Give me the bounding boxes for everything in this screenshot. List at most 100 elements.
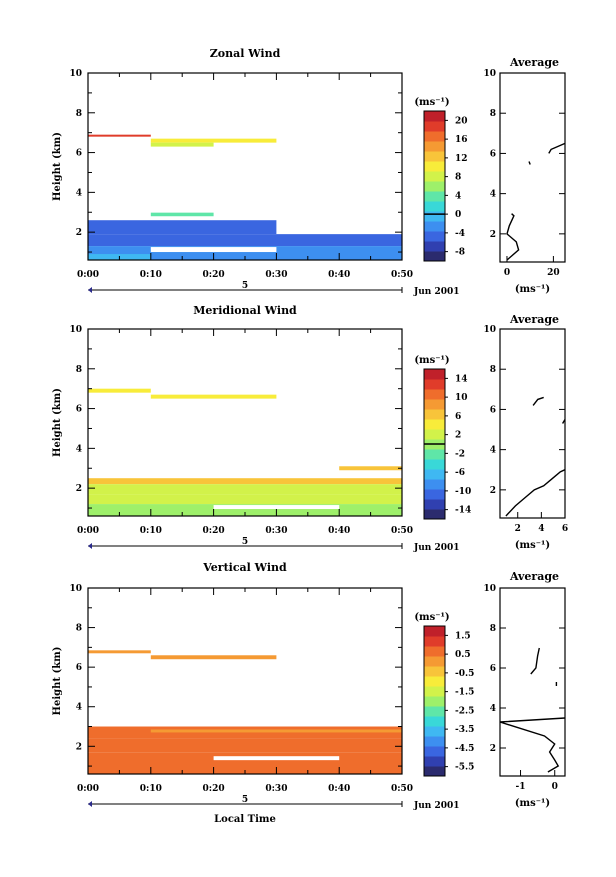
colorbar-segment bbox=[424, 419, 445, 430]
data-cell bbox=[88, 494, 402, 505]
colorbar-tick-label: 0.5 bbox=[455, 650, 471, 660]
x-axis-label: Local Time bbox=[214, 814, 276, 825]
colorbar-segment bbox=[424, 429, 445, 440]
average-profile-line bbox=[505, 469, 566, 517]
data-cell bbox=[88, 234, 402, 247]
colorbar-segment bbox=[424, 766, 445, 777]
data-gap bbox=[150, 247, 277, 253]
x-tick-label: 0:30 bbox=[265, 270, 287, 280]
colorbar-tick-label: 20 bbox=[455, 116, 468, 126]
y-tick-label: 2 bbox=[76, 742, 82, 752]
colorbar-segment bbox=[424, 646, 445, 657]
panel-1: Meridional Wind 2 4 6 8 10 0:00 0:10 0:20 0:30 0:4… bbox=[52, 304, 568, 553]
colorbar-segment bbox=[424, 141, 445, 152]
average-y-tick-label: 8 bbox=[490, 109, 496, 119]
average-y-tick-label: 2 bbox=[490, 744, 496, 754]
colorbar-segment bbox=[424, 696, 445, 707]
x-tick-label: 0:10 bbox=[140, 526, 162, 536]
colorbar-tick-label: 14 bbox=[455, 374, 468, 384]
colorbar-segment bbox=[424, 251, 445, 262]
y-tick-label: 2 bbox=[76, 228, 82, 238]
date-axis-marker bbox=[88, 801, 92, 807]
data-cell bbox=[88, 220, 277, 235]
colorbar-tick-label: -6 bbox=[455, 468, 465, 478]
colorbar-unit: (ms⁻¹) bbox=[414, 612, 449, 623]
y-tick-label: 6 bbox=[76, 149, 82, 159]
average-title: Average bbox=[509, 570, 559, 583]
colorbar-tick-label: -0.5 bbox=[455, 669, 474, 679]
x-tick-label: 0:00 bbox=[77, 784, 99, 794]
y-axis-label: Height (km) bbox=[52, 132, 63, 201]
colorbar-segment bbox=[424, 726, 445, 737]
average-y-tick-label: 8 bbox=[490, 365, 496, 375]
data-gap bbox=[213, 505, 340, 510]
x-tick-label: 0:40 bbox=[328, 784, 350, 794]
x-tick-label: 0:20 bbox=[203, 526, 225, 536]
y-tick-label: 8 bbox=[76, 109, 82, 119]
colorbar-segment bbox=[424, 181, 445, 192]
average-profile-line bbox=[499, 717, 566, 773]
colorbar-segment bbox=[424, 489, 445, 500]
colorbar-tick-label: -3.5 bbox=[455, 725, 474, 735]
average-y-tick-label: 6 bbox=[490, 149, 496, 159]
colorbar-segment bbox=[424, 191, 445, 202]
data-gap bbox=[213, 756, 340, 761]
colorbar-tick-label: 2 bbox=[455, 431, 461, 441]
colorbar-segment bbox=[424, 459, 445, 470]
average-x-tick-label: 6 bbox=[562, 524, 568, 534]
data-cell bbox=[88, 484, 402, 495]
colorbar-segment bbox=[424, 756, 445, 767]
colorbar-tick-label: -2.5 bbox=[455, 706, 474, 716]
colorbar-segment bbox=[424, 636, 445, 647]
average-profile-line bbox=[530, 647, 540, 675]
colorbar-segment bbox=[424, 121, 445, 132]
average-x-label: (ms⁻¹) bbox=[515, 540, 550, 551]
colorbar-unit: (ms⁻¹) bbox=[414, 355, 449, 366]
colorbar-segment bbox=[424, 151, 445, 162]
average-x-tick-label: 20 bbox=[547, 268, 560, 278]
colorbar-frame bbox=[423, 110, 446, 262]
data-cell bbox=[88, 738, 402, 753]
average-y-tick-label: 2 bbox=[490, 230, 496, 240]
average-y-tick-label: 4 bbox=[490, 704, 496, 714]
colorbar-segment bbox=[424, 399, 445, 410]
average-frame bbox=[499, 587, 566, 777]
date-axis-mark: 5 bbox=[242, 281, 248, 291]
x-tick-label: 0:10 bbox=[140, 270, 162, 280]
y-tick-label: 6 bbox=[76, 405, 82, 415]
data-cell bbox=[88, 134, 151, 137]
chart-title: Zonal Wind bbox=[210, 47, 281, 60]
colorbar-segment bbox=[424, 111, 445, 122]
colorbar-tick-label: -10 bbox=[455, 487, 471, 497]
colorbar-segment bbox=[424, 706, 445, 717]
x-tick-label: 0:00 bbox=[77, 526, 99, 536]
y-tick-label: 10 bbox=[69, 69, 82, 79]
colorbar-segment bbox=[424, 736, 445, 747]
x-tick-label: 0:40 bbox=[328, 526, 350, 536]
colorbar-tick-label: -2 bbox=[455, 449, 465, 459]
chart-title: Meridional Wind bbox=[193, 304, 297, 317]
average-profile-line bbox=[532, 396, 544, 406]
average-x-label: (ms⁻¹) bbox=[515, 284, 550, 295]
colorbar-segment bbox=[424, 469, 445, 480]
data-cell bbox=[150, 142, 214, 147]
average-profile-line bbox=[548, 142, 566, 154]
average-profile-line bbox=[528, 161, 531, 165]
average-frame bbox=[499, 72, 566, 263]
colorbar-tick-label: 16 bbox=[455, 135, 468, 145]
colorbar-segment bbox=[424, 499, 445, 510]
y-tick-label: 4 bbox=[76, 188, 82, 198]
x-tick-label: 0:00 bbox=[77, 270, 99, 280]
colorbar-segment bbox=[424, 161, 445, 172]
colorbar-segment bbox=[424, 201, 445, 212]
average-y-tick-label: 2 bbox=[490, 486, 496, 496]
colorbar-segment bbox=[424, 241, 445, 252]
colorbar-frame bbox=[423, 625, 446, 777]
colorbar-segment bbox=[424, 686, 445, 697]
colorbar-tick-label: -5.5 bbox=[455, 763, 474, 773]
colorbar-segment bbox=[424, 369, 445, 380]
colorbar-segment bbox=[424, 221, 445, 232]
x-tick-label: 0:50 bbox=[391, 526, 413, 536]
colorbar-tick-label: 0 bbox=[455, 210, 461, 220]
